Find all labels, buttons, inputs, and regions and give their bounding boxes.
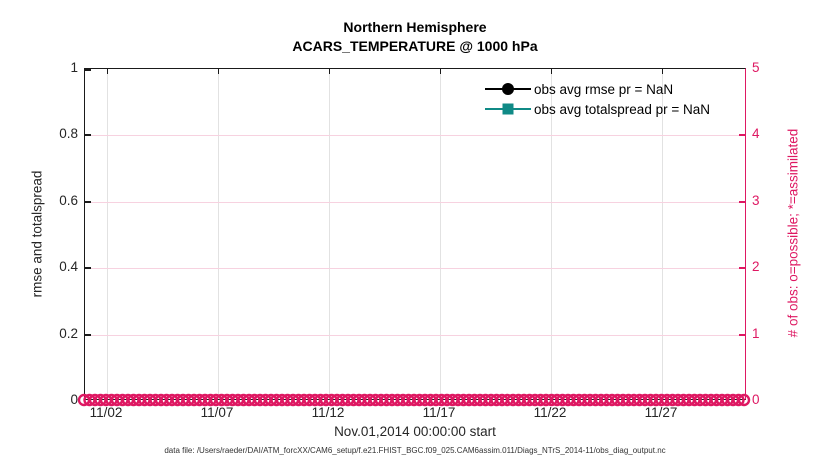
hgridline [85,202,745,203]
vgridline [329,69,330,399]
left-yaxis-label: rmse and totalspread [29,170,45,298]
axis-tick [329,69,330,74]
plot-title-region: Northern Hemisphere [343,19,487,35]
hgridline [85,268,745,269]
xtick-label: 11/17 [422,405,456,420]
right-ytick-label: 1 [752,326,760,341]
totalspread-line-sample [485,103,531,115]
legend-entry-totalspread: obs avg totalspread pr = NaN [485,99,710,119]
plot-title-variable: ACARS_TEMPERATURE @ 1000 hPa [292,38,538,54]
legend-label-totalspread: obs avg totalspread pr = NaN [534,101,710,117]
axis-tick [218,69,219,74]
left-ytick-label: 0.6 [59,193,78,208]
legend-label-rmse: obs avg rmse pr = NaN [534,81,674,97]
rmse-line-sample [485,83,531,95]
obs-count-zero-marker-band [77,393,751,407]
hgridline [85,135,745,136]
axis-tick [739,201,745,203]
vgridline [218,69,219,399]
left-ytick-label: 1 [70,60,78,75]
xtick-label: 11/02 [89,405,123,420]
axis-tick [662,69,663,74]
xtick-label: 11/27 [644,405,678,420]
axis-tick [551,69,552,74]
axis-tick [107,69,108,74]
axis-tick [440,69,441,74]
data-file-path: data file: /Users/raeder/DAI/ATM_forcXX/… [164,446,666,455]
legend: obs avg rmse pr = NaN obs avg totalsprea… [485,79,710,119]
axis-tick [739,334,745,336]
left-ytick-label: 0.4 [59,259,78,274]
axis-tick [85,267,91,269]
left-ytick-label: 0.8 [59,126,78,141]
xtick-label: 11/07 [200,405,234,420]
axis-tick [85,334,91,336]
hgridline [85,335,745,336]
xaxis-label: Nov.01,2014 00:00:00 start [334,424,496,439]
left-ytick-label: 0 [70,392,78,407]
rmse-circle-marker-icon [502,83,514,95]
vgridline [551,69,552,399]
legend-entry-rmse: obs avg rmse pr = NaN [485,79,710,99]
right-ytick-label: 0 [752,392,760,407]
xtick-label: 11/12 [311,405,345,420]
axis-tick [85,134,91,136]
xtick-label: 11/22 [533,405,567,420]
vgridline [107,69,108,399]
totalspread-square-marker-icon [502,103,514,115]
right-ytick-label: 5 [752,60,760,75]
left-ytick-label: 0.2 [59,326,78,341]
right-ytick-label: 4 [752,126,760,141]
right-ytick-label: 2 [752,259,760,274]
axis-tick [85,201,91,203]
right-yaxis-label: # of obs: o=possible; *=assimilated [785,128,801,338]
vgridline [662,69,663,399]
axis-tick [739,267,745,269]
vgridline [440,69,441,399]
right-ytick-label: 3 [752,193,760,208]
axis-tick [739,134,745,136]
axis-tick [85,69,91,71]
plot-area: obs avg rmse pr = NaN obs avg totalsprea… [84,68,746,400]
